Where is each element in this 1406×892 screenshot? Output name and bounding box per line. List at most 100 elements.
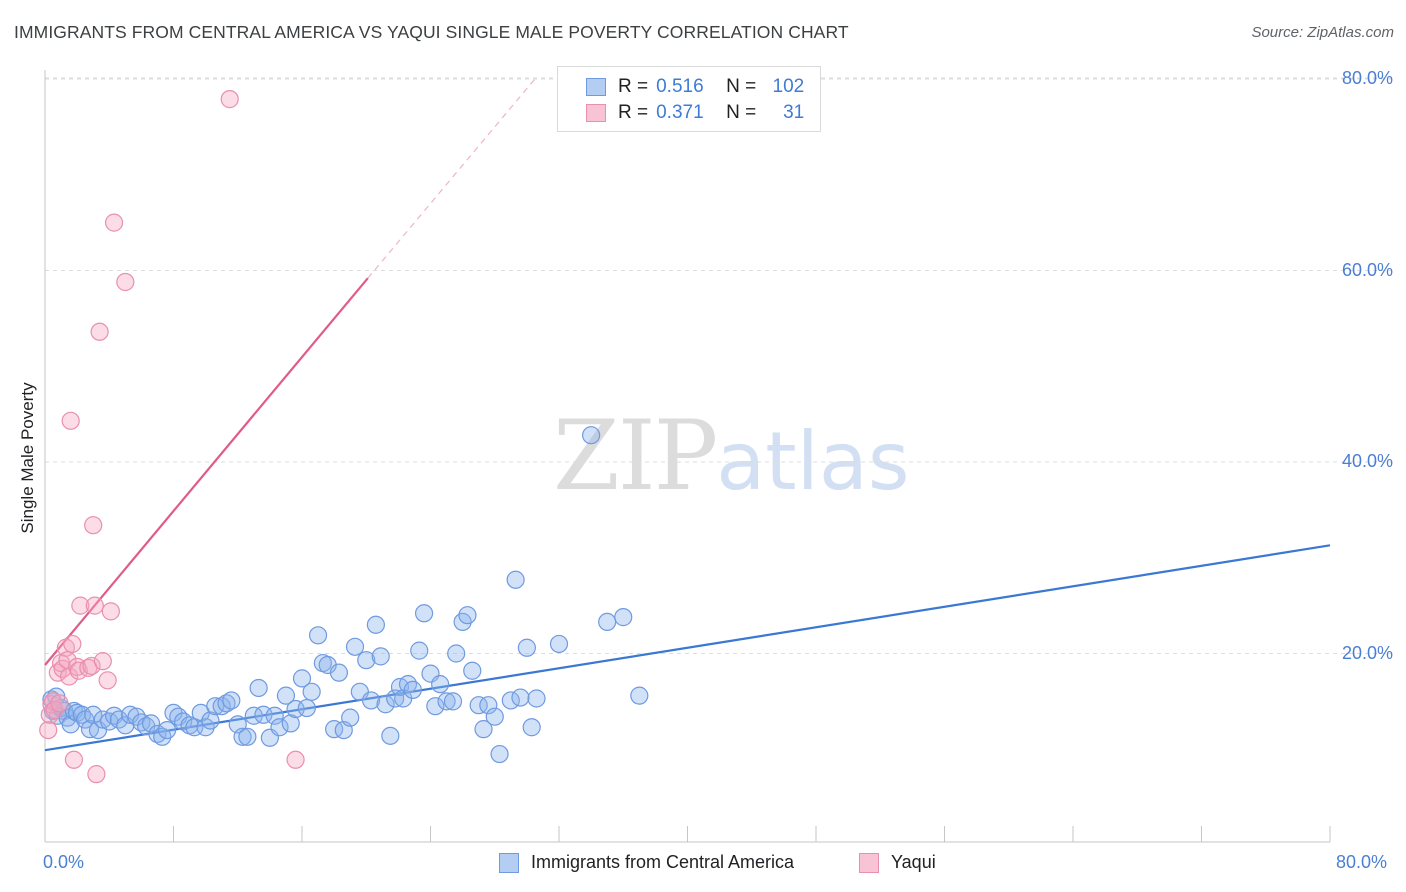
chart-title: IMMIGRANTS FROM CENTRAL AMERICA VS YAQUI… — [14, 22, 849, 42]
data-point — [276, 686, 296, 705]
data-point — [469, 696, 488, 715]
legend-label-yaqui: Yaqui — [891, 852, 936, 872]
data-point — [157, 720, 177, 740]
stats-r-label: R = — [618, 76, 649, 97]
stats-r-value: 0.516 — [656, 76, 704, 97]
data-point — [104, 213, 124, 232]
data-point — [101, 602, 120, 621]
y-tick-label: 80.0% — [1341, 68, 1393, 88]
stats-n-value: 102 — [772, 76, 805, 97]
data-point — [87, 765, 106, 784]
data-point — [485, 707, 504, 726]
data-point — [414, 604, 434, 623]
stats-row-central-america: R = 0.516 N = 102 — [558, 74, 804, 100]
data-point — [308, 626, 328, 645]
stats-n-label: N = — [726, 76, 757, 97]
data-point — [341, 708, 360, 727]
series-1 — [39, 90, 305, 784]
data-point — [85, 596, 104, 615]
data-point — [443, 692, 463, 711]
y-tick-label: 40.0% — [1341, 451, 1393, 471]
stats-n-value: 31 — [783, 102, 805, 123]
trend-line — [44, 544, 1331, 752]
data-point — [398, 675, 418, 694]
data-point — [63, 634, 82, 654]
trend-line-extension — [367, 78, 536, 279]
data-point — [71, 596, 90, 615]
data-point — [233, 727, 252, 746]
data-point — [329, 663, 349, 682]
data-point — [238, 727, 257, 746]
x-tick-max: 80.0% — [1336, 852, 1388, 872]
legend-swatch-central-america — [499, 852, 519, 873]
data-point — [39, 720, 58, 740]
data-point — [244, 706, 263, 725]
stats-row-yaqui: R = 0.371 N = 31 — [558, 100, 804, 126]
data-point — [376, 695, 395, 714]
data-point — [490, 744, 509, 764]
series-0 — [42, 426, 649, 764]
data-point — [371, 647, 390, 666]
source-label: Source: ZipAtlas.com — [1251, 24, 1394, 41]
data-point — [281, 714, 300, 733]
data-point — [61, 411, 80, 430]
data-point — [527, 689, 546, 708]
data-point — [437, 692, 456, 711]
trend-line — [44, 277, 369, 666]
data-point — [511, 688, 530, 707]
data-point — [517, 638, 536, 657]
data-point — [90, 322, 109, 341]
data-point — [325, 720, 344, 739]
data-point — [64, 750, 84, 769]
y-axis-label: Single Male Poverty — [18, 382, 37, 534]
data-point — [479, 696, 498, 715]
data-point — [302, 682, 321, 701]
data-point — [549, 634, 569, 654]
data-point — [506, 570, 525, 589]
x-tick-min: 0.0% — [43, 852, 85, 872]
stats-box: R = 0.516 N = 102 R = 0.371 N = 31 — [557, 66, 821, 132]
data-point — [403, 680, 422, 699]
data-point — [582, 426, 601, 445]
data-points — [39, 90, 649, 784]
legend-item-central-america[interactable]: Immigrants from Central America — [499, 852, 794, 873]
data-point — [206, 697, 225, 716]
data-point — [447, 644, 466, 663]
data-point — [50, 694, 69, 713]
data-point — [361, 691, 381, 710]
data-point — [217, 694, 236, 713]
y-tick-label: 20.0% — [1341, 642, 1393, 663]
data-point — [270, 718, 289, 737]
data-point — [82, 656, 101, 676]
data-point — [458, 606, 477, 625]
y-tick-label: 60.0% — [1341, 259, 1393, 280]
data-point — [98, 671, 117, 690]
data-point — [474, 720, 493, 739]
data-point — [141, 714, 161, 733]
data-point — [598, 612, 617, 632]
data-point — [116, 272, 135, 292]
data-point — [357, 651, 376, 670]
data-point — [426, 697, 445, 716]
data-point — [212, 697, 231, 716]
data-point — [220, 90, 239, 109]
legend-item-yaqui[interactable]: Yaqui — [859, 852, 936, 873]
data-point — [84, 516, 103, 535]
data-point — [410, 641, 429, 660]
stats-r-value: 0.371 — [656, 102, 704, 123]
trend-lines — [44, 78, 1331, 752]
data-point — [381, 726, 400, 745]
data-point — [93, 710, 112, 729]
data-point — [286, 750, 305, 769]
data-point — [201, 711, 220, 730]
data-point — [522, 718, 541, 737]
data-point — [630, 686, 649, 705]
data-point — [345, 637, 365, 656]
data-point — [366, 615, 385, 634]
data-point — [463, 661, 482, 680]
data-point — [292, 669, 312, 688]
legend-label-central-america: Immigrants from Central America — [531, 852, 795, 872]
stats-r-label: R = — [618, 102, 649, 123]
data-point — [93, 652, 112, 671]
